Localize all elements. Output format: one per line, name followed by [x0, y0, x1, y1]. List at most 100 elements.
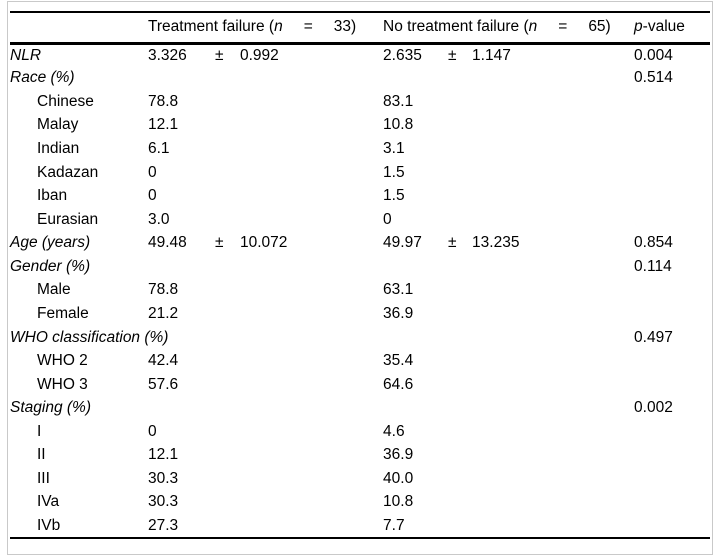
treatment-failure-sd — [240, 184, 383, 208]
p-value — [634, 90, 710, 114]
treatment-failure-value: 21.2 — [148, 304, 179, 322]
table-row: Female 21.2 36.9 — [10, 302, 710, 326]
treatment-failure-value — [148, 396, 215, 420]
treatment-failure-sd: 10.072 — [240, 234, 288, 252]
treatment-failure-plus-minus — [215, 467, 240, 491]
treatment-failure-value: 27.3 — [148, 516, 179, 534]
treatment-failure-plus-minus — [215, 420, 240, 444]
no-treatment-failure-value: 83.1 — [383, 92, 414, 110]
table-row: Race (%) 0.514 — [10, 67, 710, 91]
treatment-failure-value: 3.0 — [148, 210, 170, 228]
treatment-failure-plus-minus — [215, 491, 240, 515]
row-label: Female — [37, 304, 89, 322]
p-value — [634, 184, 710, 208]
treatment-failure-sd — [240, 90, 383, 114]
no-treatment-failure-plus-minus — [448, 137, 472, 161]
row-label: WHO classification (%) — [10, 328, 169, 346]
group2-equals: = — [558, 18, 568, 36]
treatment-failure-plus-minus — [215, 349, 240, 373]
treatment-failure-plus-minus — [215, 326, 240, 350]
treatment-failure-sd — [240, 326, 383, 350]
row-label: IVa — [37, 493, 60, 511]
treatment-failure-value: 12.1 — [148, 446, 179, 464]
p-value-label-rest: -value — [642, 18, 685, 36]
p-value: 0.114 — [634, 257, 672, 275]
no-treatment-failure-value: 10.8 — [383, 493, 414, 511]
no-treatment-failure-plus-minus — [448, 90, 472, 114]
group1-equals: = — [303, 18, 313, 36]
no-treatment-failure-sd — [472, 514, 634, 538]
treatment-failure-sd: 0.992 — [240, 46, 279, 64]
no-treatment-failure-value: 40.0 — [383, 469, 414, 487]
no-treatment-failure-value: 0 — [383, 210, 392, 228]
group1-n-symbol: n — [274, 18, 283, 36]
p-value — [634, 137, 710, 161]
treatment-failure-plus-minus — [215, 184, 240, 208]
p-value — [634, 373, 710, 397]
treatment-failure-sd — [240, 349, 383, 373]
table-row: Male 78.8 63.1 — [10, 279, 710, 303]
treatment-failure-sd — [240, 255, 383, 279]
no-treatment-failure-plus-minus — [448, 420, 472, 444]
p-value — [634, 208, 710, 232]
treatment-failure-plus-minus — [215, 444, 240, 468]
row-label: Gender (%) — [10, 257, 91, 275]
treatment-failure-column-header: Treatment failure (n = 33) — [148, 12, 384, 45]
no-treatment-failure-value: 36.9 — [383, 446, 414, 464]
table-row: Age (years) 49.48 ±10.072 49.97 ±13.235 0.854 — [10, 232, 710, 256]
p-value — [634, 161, 710, 185]
treatment-failure-plus-minus — [215, 373, 240, 397]
no-treatment-failure-plus-minus — [448, 279, 472, 303]
treatment-failure-value: 78.8 — [148, 281, 179, 299]
group2-n-symbol: n — [528, 18, 538, 36]
group1-count: 33) — [333, 18, 357, 36]
no-treatment-failure-sd — [472, 279, 634, 303]
treatment-failure-value: 0 — [148, 422, 157, 440]
table-row: WHO 2 42.4 35.4 — [10, 349, 710, 373]
row-label: Race (%) — [10, 69, 75, 87]
treatment-failure-plus-minus — [215, 67, 240, 91]
table-row: Chinese 78.8 83.1 — [10, 90, 710, 114]
row-label: IVb — [37, 516, 61, 534]
table-body: NLR 3.326 ±0.992 2.635 ±1.147 0.004 Race (%) 0.… — [10, 43, 710, 538]
no-treatment-failure-plus-minus — [448, 491, 472, 515]
no-treatment-failure-sd — [472, 208, 634, 232]
group1-header-text: Treatment failure ( — [148, 18, 275, 36]
statistics-table: Treatment failure (n = 33) No treatment fa… — [10, 11, 711, 539]
no-treatment-failure-sd — [472, 302, 634, 326]
no-treatment-failure-plus-minus — [448, 514, 472, 538]
table-row: II 12.1 36.9 — [10, 444, 710, 468]
p-value — [634, 514, 710, 538]
no-treatment-failure-plus-minus — [448, 255, 472, 279]
no-treatment-failure-sd — [472, 373, 634, 397]
p-value-column-header: p-value — [634, 12, 711, 45]
no-treatment-failure-plus-minus — [448, 208, 472, 232]
treatment-failure-sd — [240, 491, 383, 515]
p-value — [634, 420, 710, 444]
no-treatment-failure-sd — [472, 491, 634, 515]
table-row: I 0 4.6 — [10, 420, 710, 444]
no-treatment-failure-sd — [472, 137, 634, 161]
treatment-failure-plus-minus — [215, 255, 240, 279]
table-row: Eurasian 3.0 0 — [10, 208, 710, 232]
table-row: IVa 30.3 10.8 — [10, 491, 710, 515]
no-treatment-failure-plus-minus — [448, 396, 472, 420]
no-treatment-failure-value: 2.635 — [383, 46, 422, 64]
no-treatment-failure-sd — [472, 326, 634, 350]
p-value — [634, 444, 710, 468]
table-row: Indian 6.1 3.1 — [10, 137, 710, 161]
treatment-failure-value: 30.3 — [148, 493, 179, 511]
no-treatment-failure-column-header: No treatment failure (n = 65) — [383, 12, 635, 45]
row-label: II — [37, 446, 46, 464]
p-value — [634, 467, 710, 491]
no-treatment-failure-sd — [472, 114, 634, 138]
no-treatment-failure-value: 1.5 — [383, 187, 405, 205]
no-treatment-failure-value: 1.5 — [383, 163, 405, 181]
p-value: 0.514 — [634, 69, 673, 87]
treatment-failure-sd — [240, 161, 383, 185]
row-label: I — [37, 422, 42, 440]
row-label: Kadazan — [37, 163, 99, 181]
group2-count: 65) — [588, 18, 611, 36]
no-treatment-failure-plus-minus — [448, 184, 472, 208]
